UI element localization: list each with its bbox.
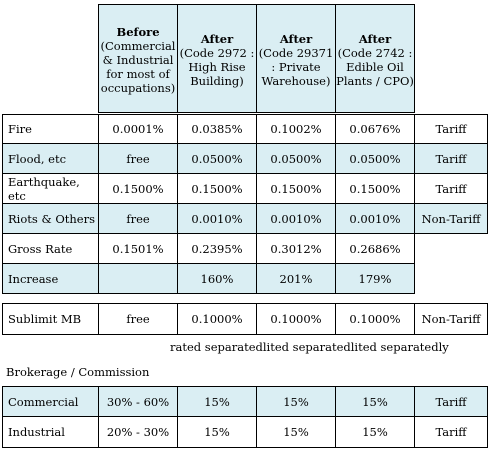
header-after-29371: After (Code 29371 : Private Warehouse) xyxy=(256,4,336,113)
rate-cell: 0.0010% xyxy=(335,203,415,234)
rate-cell: 0.1500% xyxy=(256,173,336,204)
rate-cell: 0.1501% xyxy=(98,233,178,264)
header-subtitle: (Code 29371 : Private Warehouse) xyxy=(258,45,334,88)
rate-cell: 0.0010% xyxy=(256,203,336,234)
rate-cell: 0.0500% xyxy=(256,143,336,174)
rate-cell: 0.2686% xyxy=(335,233,415,264)
rate-cell: 0.0500% xyxy=(335,143,415,174)
row-label-earthquake: Earthquake, etc xyxy=(2,173,99,204)
tariff-type: Non-Tariff xyxy=(414,303,488,335)
rate-cell: 0.1500% xyxy=(335,173,415,204)
header-after-2972: After (Code 2972 : High Rise Building) xyxy=(177,4,257,113)
rate-cell: free xyxy=(98,143,178,174)
row-label-gross-rate: Gross Rate xyxy=(2,233,99,264)
rate-cell xyxy=(98,263,178,294)
header-title: Before xyxy=(116,24,160,39)
rate-cell: 0.1000% xyxy=(177,303,257,335)
row-label-sublimit: Sublimit MB xyxy=(2,303,99,335)
tariff-type: Tariff xyxy=(414,416,488,448)
rate-cell: 0.1500% xyxy=(177,173,257,204)
commission-cell: 20% - 30% xyxy=(98,416,178,448)
rate-cell: 0.1500% xyxy=(98,173,178,204)
header-after-2742: After (Code 2742 : Edible Oil Plants / C… xyxy=(335,4,415,113)
rate-cell: 0.0500% xyxy=(177,143,257,174)
row-label-fire: Fire xyxy=(2,114,99,144)
header-title: After xyxy=(358,31,392,46)
header-subtitle: (Commercial & Industrial for most of occ… xyxy=(100,38,176,95)
commission-cell: 15% xyxy=(335,386,415,417)
row-label-riots: Riots & Others xyxy=(2,203,99,234)
header-title: After xyxy=(279,31,313,46)
tariff-type: Tariff xyxy=(414,386,488,417)
rate-cell: 0.0385% xyxy=(177,114,257,144)
row-label-increase: Increase xyxy=(2,263,99,294)
row-label-commercial: Commercial xyxy=(2,386,99,417)
tariff-type: Tariff xyxy=(414,173,488,204)
row-label-industrial: Industrial xyxy=(2,416,99,448)
rate-cell: 160% xyxy=(177,263,257,294)
rate-cell: 179% xyxy=(335,263,415,294)
separated-note: rated separatedlited separatedlited sepa… xyxy=(170,340,449,354)
rate-cell: 0.1002% xyxy=(256,114,336,144)
rate-cell: 0.2395% xyxy=(177,233,257,264)
commission-cell: 15% xyxy=(177,416,257,448)
commission-cell: 15% xyxy=(335,416,415,448)
rate-cell: 0.0010% xyxy=(177,203,257,234)
header-before: Before (Commercial & Industrial for most… xyxy=(98,4,178,113)
tariff-type: Tariff xyxy=(414,114,488,144)
brokerage-title: Brokerage / Commission xyxy=(6,365,150,379)
rate-cell: 0.1000% xyxy=(256,303,336,335)
rate-cell: free xyxy=(98,203,178,234)
rate-cell: 0.0676% xyxy=(335,114,415,144)
header-subtitle: (Code 2972 : High Rise Building) xyxy=(179,45,255,88)
tariff-type: Tariff xyxy=(414,143,488,174)
commission-cell: 30% - 60% xyxy=(98,386,178,417)
rate-cell: 0.3012% xyxy=(256,233,336,264)
rate-cell: 0.0001% xyxy=(98,114,178,144)
rate-cell: 0.1000% xyxy=(335,303,415,335)
rate-cell: 201% xyxy=(256,263,336,294)
header-subtitle: (Code 2742 : Edible Oil Plants / CPO) xyxy=(336,45,414,88)
header-title: After xyxy=(200,31,234,46)
commission-cell: 15% xyxy=(177,386,257,417)
tariff-type: Non-Tariff xyxy=(414,203,488,234)
commission-cell: 15% xyxy=(256,416,336,448)
rate-cell: free xyxy=(98,303,178,335)
commission-cell: 15% xyxy=(256,386,336,417)
row-label-flood: Flood, etc xyxy=(2,143,99,174)
